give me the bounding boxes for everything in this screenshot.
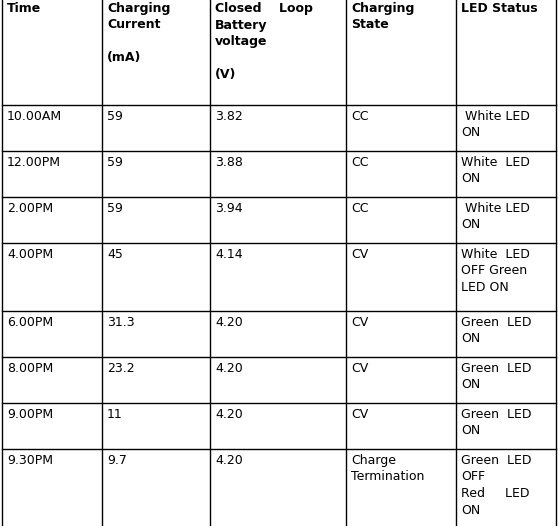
Text: CC: CC — [351, 156, 368, 169]
Text: CC: CC — [351, 110, 368, 123]
Text: White  LED
ON: White LED ON — [461, 156, 530, 186]
Text: 45: 45 — [107, 248, 123, 261]
Text: Charge
Termination: Charge Termination — [351, 454, 425, 483]
Text: CV: CV — [351, 248, 368, 261]
Text: 4.20: 4.20 — [215, 408, 243, 421]
Text: 3.88: 3.88 — [215, 156, 243, 169]
Text: Green  LED
ON: Green LED ON — [461, 408, 532, 438]
Text: 4.14: 4.14 — [215, 248, 243, 261]
Text: 4.00PM: 4.00PM — [7, 248, 53, 261]
Text: 4.20: 4.20 — [215, 362, 243, 375]
Text: Closed    Loop
Battery
voltage

(V): Closed Loop Battery voltage (V) — [215, 2, 313, 81]
Text: CC: CC — [351, 202, 368, 215]
Text: White LED
ON: White LED ON — [461, 110, 530, 139]
Text: LED Status: LED Status — [461, 2, 537, 15]
Text: 11: 11 — [107, 408, 123, 421]
Text: 31.3: 31.3 — [107, 316, 134, 329]
Text: 9.30PM: 9.30PM — [7, 454, 53, 467]
Text: 59: 59 — [107, 156, 123, 169]
Text: 12.00PM: 12.00PM — [7, 156, 61, 169]
Text: 6.00PM: 6.00PM — [7, 316, 53, 329]
Text: 2.00PM: 2.00PM — [7, 202, 53, 215]
Text: Time: Time — [7, 2, 41, 15]
Text: Charging
Current

(mA): Charging Current (mA) — [107, 2, 170, 65]
Text: 3.94: 3.94 — [215, 202, 243, 215]
Text: 59: 59 — [107, 202, 123, 215]
Text: 3.82: 3.82 — [215, 110, 243, 123]
Text: 9.7: 9.7 — [107, 454, 127, 467]
Text: 23.2: 23.2 — [107, 362, 134, 375]
Text: 8.00PM: 8.00PM — [7, 362, 53, 375]
Text: 10.00AM: 10.00AM — [7, 110, 62, 123]
Text: CV: CV — [351, 362, 368, 375]
Text: Green  LED
OFF
Red     LED
ON: Green LED OFF Red LED ON — [461, 454, 532, 517]
Text: White LED
ON: White LED ON — [461, 202, 530, 231]
Text: 59: 59 — [107, 110, 123, 123]
Text: 4.20: 4.20 — [215, 454, 243, 467]
Text: White  LED
OFF Green
LED ON: White LED OFF Green LED ON — [461, 248, 530, 294]
Text: Green  LED
ON: Green LED ON — [461, 316, 532, 346]
Text: 9.00PM: 9.00PM — [7, 408, 53, 421]
Text: Charging
State: Charging State — [351, 2, 415, 32]
Text: 4.20: 4.20 — [215, 316, 243, 329]
Text: Green  LED
ON: Green LED ON — [461, 362, 532, 391]
Text: CV: CV — [351, 316, 368, 329]
Text: CV: CV — [351, 408, 368, 421]
